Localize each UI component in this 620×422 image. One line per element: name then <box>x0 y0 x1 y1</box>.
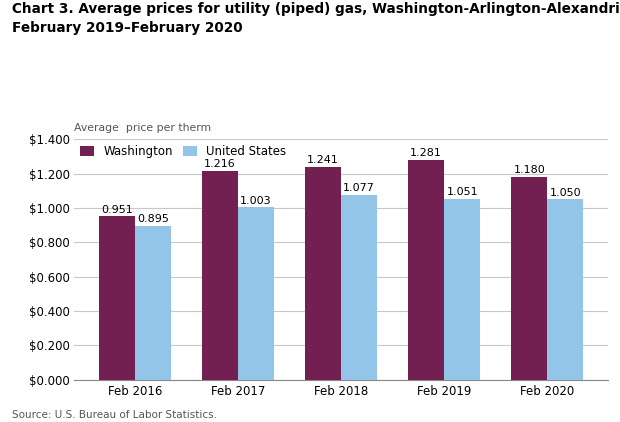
Text: 1.003: 1.003 <box>240 195 272 206</box>
Text: 1.180: 1.180 <box>513 165 545 175</box>
Text: 0.951: 0.951 <box>101 205 133 214</box>
Text: 1.241: 1.241 <box>307 155 339 165</box>
Text: 1.216: 1.216 <box>204 159 236 169</box>
Text: Average  price per therm: Average price per therm <box>74 123 211 133</box>
Text: 0.895: 0.895 <box>137 214 169 224</box>
Text: 1.050: 1.050 <box>549 187 581 197</box>
Bar <box>444 199 480 380</box>
Bar <box>99 216 135 380</box>
Bar <box>408 160 444 380</box>
Text: Chart 3. Average prices for utility (piped) gas, Washington-Arlington-Alexandria: Chart 3. Average prices for utility (pip… <box>12 2 620 16</box>
Bar <box>202 171 238 380</box>
Text: 1.077: 1.077 <box>343 183 375 193</box>
Bar <box>511 177 547 380</box>
Bar <box>135 226 171 380</box>
Text: 1.051: 1.051 <box>446 187 478 197</box>
Text: Source: U.S. Bureau of Labor Statistics.: Source: U.S. Bureau of Labor Statistics. <box>12 410 218 420</box>
Bar <box>305 167 341 380</box>
Bar <box>341 195 377 380</box>
Bar <box>238 208 274 380</box>
Text: February 2019–February 2020: February 2019–February 2020 <box>12 21 243 35</box>
Legend: Washington, United States: Washington, United States <box>81 145 286 158</box>
Text: 1.281: 1.281 <box>410 148 442 158</box>
Bar <box>547 200 583 380</box>
